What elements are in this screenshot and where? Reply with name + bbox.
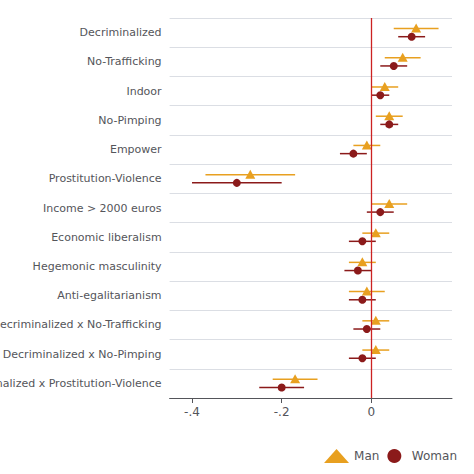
- svg-text:Economic liberalism: Economic liberalism: [51, 231, 161, 244]
- svg-text:Decriminalized x No-Traffickin: Decriminalized x No-Trafficking: [0, 318, 162, 331]
- svg-text:No-Pimping: No-Pimping: [98, 114, 161, 127]
- svg-text:Anti-egalitarianism: Anti-egalitarianism: [57, 289, 161, 302]
- svg-text:0: 0: [367, 405, 375, 419]
- svg-text:Prostitution-Violence: Prostitution-Violence: [49, 172, 162, 185]
- svg-text:Income > 2000 euros: Income > 2000 euros: [43, 202, 162, 215]
- svg-text:-.2: -.2: [274, 405, 290, 419]
- svg-text:-.4: -.4: [184, 405, 200, 419]
- svg-text:Man: Man: [354, 449, 379, 463]
- svg-text:Indoor: Indoor: [126, 85, 162, 98]
- svg-text:Decriminalized x No-Pimping: Decriminalized x No-Pimping: [3, 348, 162, 361]
- svg-text:Hegemonic masculinity: Hegemonic masculinity: [33, 260, 162, 273]
- svg-text:No-Trafficking: No-Trafficking: [87, 55, 162, 68]
- svg-text:Woman: Woman: [412, 449, 457, 463]
- svg-text:Empower: Empower: [110, 143, 162, 156]
- svg-text:nalized x Prostitution-Violenc: nalized x Prostitution-Violence: [0, 377, 162, 390]
- svg-text:Decriminalized: Decriminalized: [80, 26, 162, 39]
